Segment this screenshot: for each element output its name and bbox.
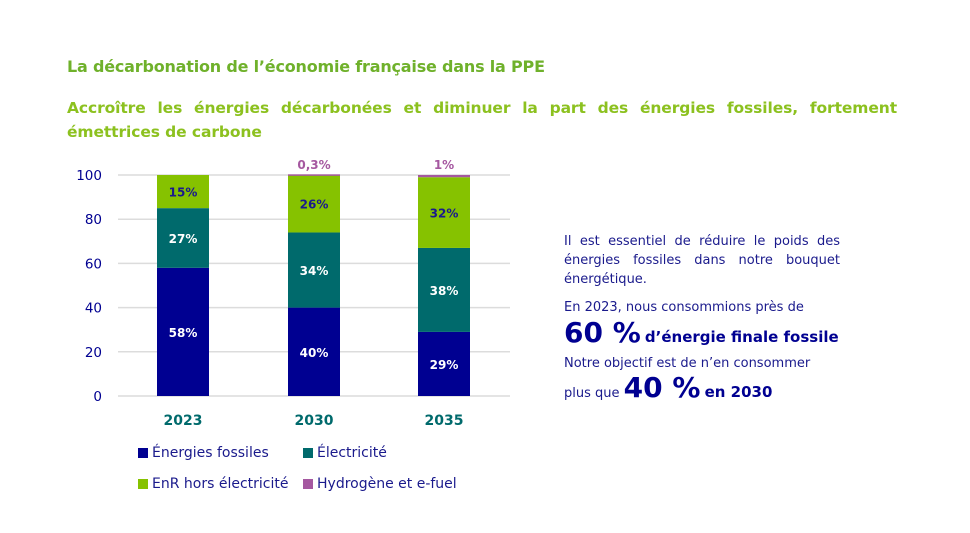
bar-segment-2030-0 — [288, 307, 340, 396]
y-tick-label: 100 — [76, 168, 102, 184]
data-label: 26% — [300, 198, 329, 212]
legend-item-electricite: Électricité — [303, 445, 387, 461]
bar-segment-2023-0 — [157, 267, 209, 396]
bar-segment-2030-3 — [288, 174, 340, 176]
legend-label: Hydrogène et e-fuel — [317, 476, 457, 492]
legend-swatch — [303, 448, 313, 458]
data-label: 29% — [430, 358, 459, 372]
page-subtitle: Accroître les énergies décarbonées et di… — [67, 99, 897, 141]
data-label: 15% — [169, 186, 198, 200]
x-tick-label: 2030 — [295, 413, 334, 429]
legend-item-fossiles: Énergies fossiles — [138, 445, 269, 461]
highlight-60: 60 % d’énergie finale fossile — [564, 319, 840, 353]
data-label: 0,3% — [297, 158, 330, 172]
side-paragraph-1: Il est essentiel de réduire le poids des… — [564, 234, 840, 287]
side-paragraph-3: Notre objectif est de n’en consommer — [564, 356, 811, 371]
legend-item-enr: EnR hors électricité — [138, 476, 288, 492]
y-tick-label: 20 — [85, 345, 102, 361]
data-label: 27% — [169, 232, 198, 246]
highlight-40: plus que 40 % en 2030 — [564, 373, 840, 409]
data-label: 32% — [430, 207, 459, 221]
side-panel: Il est essentiel de réduire le poids des… — [564, 232, 840, 409]
bar-segment-2035-3 — [418, 175, 470, 178]
highlight-40-text: en 2030 — [704, 383, 773, 401]
bar-segment-2035-1 — [418, 247, 470, 332]
data-label: 40% — [300, 346, 329, 360]
y-tick-label: 80 — [85, 212, 102, 228]
highlight-60-value: 60 % — [564, 316, 641, 349]
y-tick-label: 0 — [93, 389, 102, 405]
bar-segment-2030-1 — [288, 232, 340, 308]
data-label: 38% — [430, 284, 459, 298]
y-tick-label: 60 — [85, 256, 102, 272]
y-tick-label: 40 — [85, 301, 102, 317]
side-paragraph-2: En 2023, nous consommions près de — [564, 300, 804, 315]
legend-label: Énergies fossiles — [152, 445, 269, 461]
legend-item-hydrogene: Hydrogène et e-fuel — [303, 476, 457, 492]
bar-segment-2035-2 — [418, 177, 470, 248]
x-tick-label: 2023 — [164, 413, 203, 429]
page-title: La décarbonation de l’économie française… — [67, 57, 545, 76]
bar-segment-2023-1 — [157, 208, 209, 268]
bar-segment-2035-0 — [418, 331, 470, 396]
x-tick-label: 2035 — [425, 413, 464, 429]
highlight-40-value: 40 % — [623, 371, 701, 404]
legend-label: EnR hors électricité — [152, 476, 289, 492]
highlight-60-text: d’énergie finale fossile — [644, 328, 839, 346]
legend-label: Électricité — [317, 445, 387, 461]
data-label: 1% — [434, 158, 454, 172]
legend-swatch — [138, 479, 148, 489]
data-label: 58% — [169, 326, 198, 340]
legend-swatch — [303, 479, 313, 489]
legend-swatch — [138, 448, 148, 458]
bar-segment-2030-2 — [288, 175, 340, 233]
highlight-40-prefix: plus que — [564, 386, 620, 401]
bar-segment-2023-2 — [157, 175, 209, 209]
data-label: 34% — [300, 264, 329, 278]
